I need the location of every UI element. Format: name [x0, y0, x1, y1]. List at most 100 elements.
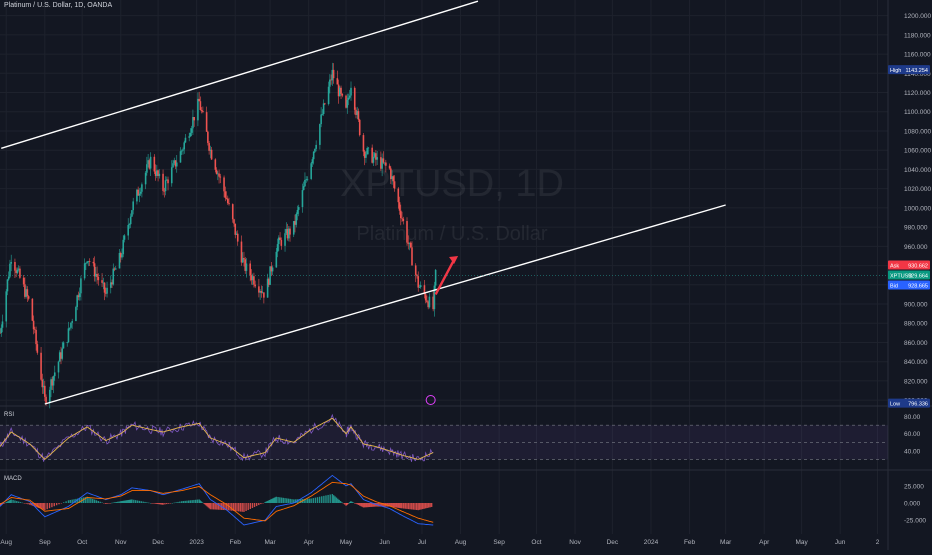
macd-histogram-bar	[284, 498, 286, 503]
candle-body	[286, 229, 289, 239]
macd-histogram-bar	[90, 498, 92, 503]
candle-body	[355, 109, 357, 115]
candle-body	[294, 221, 296, 225]
macd-histogram-bar	[243, 503, 245, 512]
time-tick-label: Apr	[759, 539, 770, 546]
macd-histogram-bar	[279, 497, 281, 503]
macd-histogram-bar	[153, 503, 156, 504]
price-tick-label: 1180.000	[904, 32, 931, 39]
macd-histogram-bar	[208, 503, 210, 509]
macd-histogram-bar	[361, 503, 363, 507]
candle-body	[407, 242, 410, 244]
candle-body	[260, 291, 263, 293]
candle-body	[332, 69, 335, 79]
candle-body	[268, 278, 270, 285]
candle-body	[103, 282, 106, 293]
macd-histogram-bar	[258, 503, 260, 506]
last-badge-label: XPTUSD	[890, 274, 912, 280]
candle-body	[382, 158, 385, 163]
candle-body	[7, 276, 10, 280]
candle-body	[53, 372, 56, 377]
candle-body	[85, 262, 87, 264]
candle-body	[406, 221, 408, 243]
candle-body	[235, 233, 238, 235]
candle-body	[113, 268, 116, 270]
candle-body	[123, 235, 126, 240]
macd-histogram-bar	[421, 503, 424, 510]
rsi-tick-label: 40.00	[904, 448, 921, 455]
candle-body	[205, 112, 208, 132]
macd-histogram-bar	[390, 503, 392, 507]
candle-body	[40, 352, 42, 380]
candle-body	[315, 144, 317, 149]
candle-body	[17, 268, 20, 270]
candle-body	[251, 276, 254, 281]
candle-body	[25, 289, 27, 297]
candle-body	[398, 202, 401, 211]
candle-body	[259, 291, 261, 293]
macd-histogram-bar	[406, 503, 408, 509]
time-tick-label: Feb	[230, 539, 242, 546]
macd-histogram-bar	[69, 499, 72, 503]
candle-body	[428, 296, 431, 308]
candle-body	[253, 276, 255, 285]
candle-body	[32, 320, 35, 330]
macd-histogram-bar	[201, 502, 204, 503]
price-tick-label: 1080.000	[904, 128, 931, 135]
macd-histogram-bar	[268, 499, 271, 503]
candle-body	[9, 263, 11, 277]
candle-body	[52, 376, 55, 386]
candle-body	[287, 228, 290, 239]
time-tick-label: Apr	[304, 539, 315, 546]
macd-histogram-bar	[211, 503, 213, 510]
candle-body	[42, 385, 45, 388]
macd-histogram-bar	[262, 503, 264, 504]
candle-body	[34, 329, 36, 330]
candle-body	[202, 111, 204, 113]
candle-body	[329, 79, 331, 87]
candle-body	[70, 322, 72, 328]
macd-histogram-bar	[108, 503, 110, 504]
macd-histogram-bar	[291, 499, 293, 503]
time-tick-label: Jun	[379, 539, 390, 546]
macd-histogram-bar	[420, 503, 422, 510]
candle-body	[393, 181, 396, 189]
macd-histogram-bar	[387, 503, 389, 507]
price-tick-label: 1060.000	[904, 148, 931, 155]
macd-histogram-bar	[134, 500, 137, 503]
candle-body	[173, 160, 176, 164]
macd-histogram-bar	[238, 503, 240, 512]
macd-histogram-bar	[120, 501, 122, 503]
time-tick-label: 2024	[644, 539, 659, 546]
macd-histogram-bar	[154, 503, 157, 504]
macd-histogram-bar	[158, 503, 161, 505]
candle-body	[367, 147, 370, 149]
candle-body	[233, 219, 235, 224]
candle-body	[356, 111, 359, 115]
macd-histogram-bar	[214, 503, 216, 510]
candle-body	[136, 189, 138, 202]
ask-badge-value: 930.662	[908, 264, 928, 270]
macd-histogram-bar	[175, 502, 177, 503]
price-tick-label: 1000.000	[904, 205, 931, 212]
candle-body	[417, 276, 420, 288]
price-tick-label: 1120.000	[904, 90, 931, 97]
candle-body	[432, 296, 434, 310]
price-tick-label: 1040.000	[904, 167, 931, 174]
macd-histogram-bar	[179, 501, 181, 503]
macd-histogram-bar	[60, 503, 63, 504]
candle-body	[71, 321, 73, 323]
macd-histogram-bar	[127, 499, 130, 503]
candle-body	[189, 132, 192, 137]
price-tick-label: 820.000	[904, 378, 928, 385]
macd-histogram-bar	[95, 500, 98, 503]
macd-histogram-bar	[182, 501, 185, 503]
bid-badge-label: Bid	[890, 283, 898, 289]
candle-body	[427, 302, 429, 308]
macd-histogram-bar	[354, 503, 356, 504]
macd-histogram-bar	[12, 499, 14, 503]
macd-histogram-bar	[97, 501, 100, 503]
macd-histogram-bar	[359, 503, 361, 506]
